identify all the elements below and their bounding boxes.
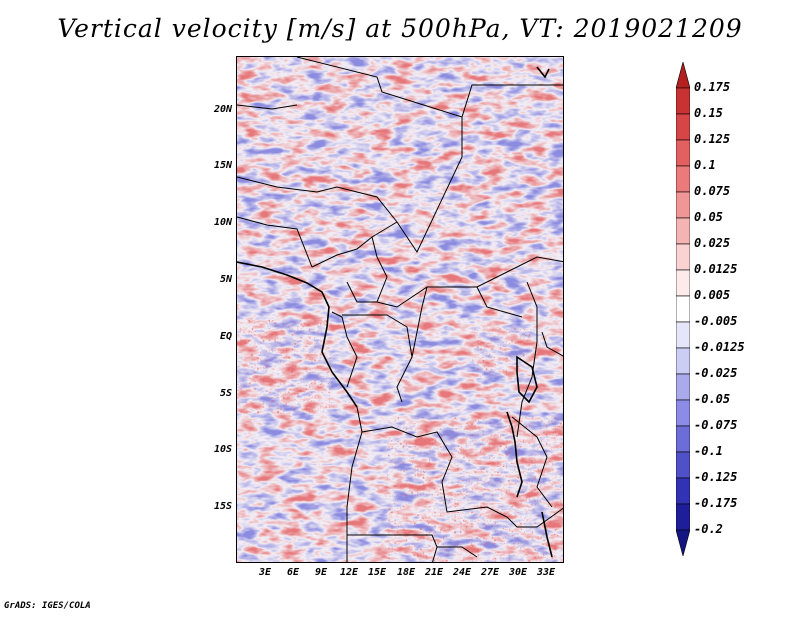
lon-tick-15e: 15E bbox=[367, 567, 387, 578]
lon-tick-33e: 33E bbox=[536, 567, 556, 578]
vertical-velocity-field bbox=[237, 57, 563, 562]
colorbar-label-1: 0.15 bbox=[694, 106, 723, 120]
colorbar-segment bbox=[676, 191, 690, 219]
lon-tick-6e: 6E bbox=[286, 567, 300, 578]
colorbar-label-10: -0.0125 bbox=[694, 340, 745, 354]
lon-tick-12e: 12E bbox=[339, 567, 359, 578]
plot-title: Vertical velocity [m/s] at 500hPa, VT: 2… bbox=[57, 14, 743, 43]
lon-tick-27e: 27E bbox=[480, 567, 500, 578]
colorbar-label-11: -0.025 bbox=[694, 366, 738, 380]
colorbar-segment bbox=[676, 451, 690, 479]
colorbar-label-8: 0.005 bbox=[694, 288, 731, 302]
colorbar-label-7: 0.0125 bbox=[694, 262, 738, 276]
footer-credit: GrADS: IGES/COLA bbox=[4, 601, 91, 611]
lat-tick-15n: 15N bbox=[213, 160, 232, 171]
colorbar-segment bbox=[676, 373, 690, 401]
colorbar-label-16: -0.175 bbox=[694, 496, 738, 510]
colorbar-label-13: -0.075 bbox=[694, 418, 738, 432]
colorbar-label-17: -0.2 bbox=[694, 522, 723, 536]
lat-tick-15s: 15S bbox=[213, 501, 232, 512]
colorbar-label-5: 0.05 bbox=[694, 210, 723, 224]
map-panel[interactable] bbox=[236, 56, 564, 563]
colorbar bbox=[676, 62, 690, 556]
colorbar-label-14: -0.1 bbox=[694, 444, 723, 458]
colorbar-segment bbox=[676, 165, 690, 193]
lat-tick-20n: 20N bbox=[213, 104, 232, 115]
coastlines bbox=[237, 66, 553, 558]
colorbar-segment bbox=[676, 529, 690, 556]
lon-tick-9e: 9E bbox=[314, 567, 328, 578]
colorbar-segment bbox=[676, 243, 690, 271]
colorbar-segment bbox=[676, 269, 690, 297]
colorbar-label-6: 0.025 bbox=[694, 236, 731, 250]
colorbar-label-15: -0.125 bbox=[694, 470, 738, 484]
lat-tick-10n: 10N bbox=[213, 217, 232, 228]
colorbar-label-9: -0.005 bbox=[694, 314, 738, 328]
colorbar-segment bbox=[676, 425, 690, 453]
colorbar-segment bbox=[676, 295, 690, 323]
colorbar-segment bbox=[676, 217, 690, 245]
lon-tick-24e: 24E bbox=[452, 567, 472, 578]
colorbar-segment bbox=[676, 139, 690, 167]
colorbar-segment bbox=[676, 399, 690, 427]
country-borders bbox=[237, 57, 563, 562]
lat-tick-10s: 10S bbox=[213, 444, 232, 455]
colorbar-label-3: 0.1 bbox=[694, 158, 716, 172]
colorbar-segment bbox=[676, 477, 690, 505]
lat-tick-eq: EQ bbox=[219, 331, 232, 342]
colorbar-label-4: 0.075 bbox=[694, 184, 731, 198]
colorbar-label-0: 0.175 bbox=[694, 80, 731, 94]
colorbar-segment bbox=[676, 321, 690, 349]
colorbar-segment bbox=[676, 503, 690, 531]
colorbar-segment bbox=[676, 87, 690, 115]
colorbar-segment bbox=[676, 113, 690, 141]
lon-tick-30e: 30E bbox=[508, 567, 528, 578]
colorbar-label-12: -0.05 bbox=[694, 392, 731, 406]
colorbar-segment bbox=[676, 62, 690, 89]
lon-tick-18e: 18E bbox=[396, 567, 416, 578]
lat-tick-5n: 5N bbox=[219, 274, 232, 285]
colorbar-segment bbox=[676, 347, 690, 375]
lat-tick-5s: 5S bbox=[219, 388, 232, 399]
colorbar-label-2: 0.125 bbox=[694, 132, 731, 146]
lon-tick-3e: 3E bbox=[258, 567, 272, 578]
strong-updraft-regions bbox=[237, 319, 563, 562]
lon-tick-21e: 21E bbox=[424, 567, 444, 578]
